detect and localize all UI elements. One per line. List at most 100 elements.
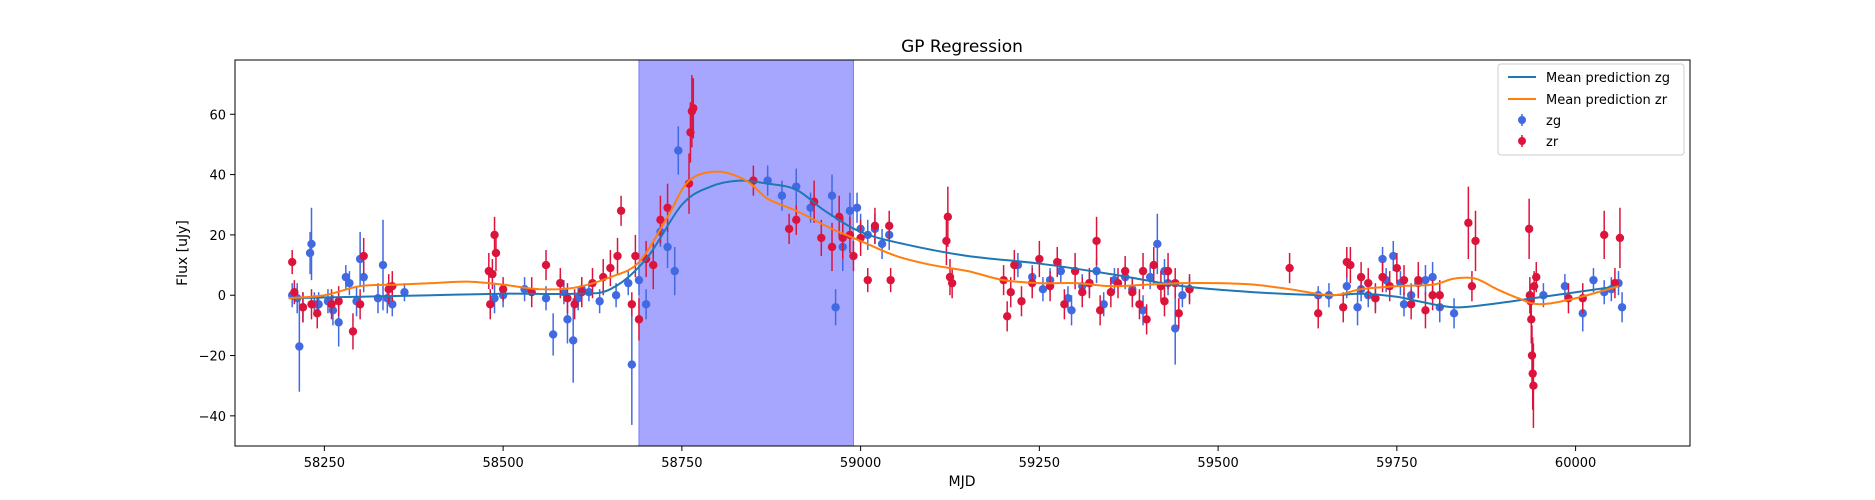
data-point	[563, 294, 572, 303]
legend-label-zr: zr	[1546, 135, 1559, 150]
data-point	[1600, 230, 1609, 240]
data-point	[1617, 303, 1627, 312]
data-point	[348, 327, 358, 336]
data-point	[1527, 315, 1536, 324]
data-point	[1178, 291, 1187, 300]
data-point	[498, 284, 508, 294]
data-point	[943, 212, 953, 222]
data-point	[1435, 291, 1444, 300]
data-point	[1060, 300, 1069, 309]
data-point	[1364, 278, 1373, 288]
data-point	[689, 104, 698, 113]
data-point	[1128, 288, 1137, 297]
legend-box	[1497, 63, 1685, 156]
data-point	[1615, 233, 1625, 243]
data-point	[490, 230, 499, 240]
legend-label-zr-line: Mean prediction zr	[1546, 93, 1668, 108]
y-tick-label: 60	[209, 108, 226, 123]
data-point	[886, 275, 895, 285]
data-point	[486, 300, 495, 309]
data-point	[663, 242, 672, 252]
legend: Mean prediction zg Mean prediction zr zg…	[1497, 63, 1685, 156]
data-point	[355, 300, 365, 309]
data-point	[295, 342, 304, 351]
data-point	[1467, 281, 1477, 291]
x-tick-label: 59750	[1376, 456, 1417, 471]
data-point	[634, 315, 644, 324]
data-point	[490, 294, 499, 303]
data-point	[611, 291, 621, 300]
data-point	[568, 336, 578, 345]
y-axis-title: Flux [uJy]	[175, 220, 191, 286]
data-point	[334, 297, 343, 306]
data-point	[488, 269, 497, 279]
x-tick-label: 59000	[840, 456, 881, 471]
data-point	[400, 288, 409, 297]
data-point	[827, 191, 837, 200]
data-point	[1285, 263, 1294, 273]
data-point	[624, 278, 633, 288]
data-point	[1138, 266, 1148, 276]
data-point	[1378, 272, 1387, 282]
data-point	[334, 318, 343, 327]
y-tick-label: 40	[209, 169, 226, 184]
data-point	[627, 360, 637, 369]
data-point	[649, 260, 658, 270]
data-point	[1428, 291, 1437, 300]
data-point	[1174, 309, 1183, 318]
data-point	[307, 239, 316, 249]
data-point	[1406, 300, 1416, 309]
data-point	[1038, 284, 1048, 294]
data-point	[870, 221, 880, 231]
y-tick-label: 20	[209, 229, 226, 244]
data-point	[595, 297, 604, 306]
data-point	[1017, 297, 1026, 306]
mean-line-mean-prediction-zr	[288, 170, 1619, 306]
data-point	[491, 248, 501, 258]
axes: 58250 58500 58750 59000 59250 59500 59750 60000…	[199, 108, 1597, 471]
data-point	[359, 272, 368, 282]
data-point	[656, 215, 665, 225]
legend-swatch-zg-marker	[1518, 116, 1526, 124]
data-point	[1464, 218, 1473, 228]
data-point	[1524, 224, 1534, 234]
data-point	[606, 263, 615, 273]
data-point	[313, 309, 322, 318]
data-point	[1067, 306, 1076, 315]
data-point	[327, 300, 336, 309]
data-point	[792, 215, 801, 225]
data-point	[1378, 254, 1387, 264]
data-point	[613, 251, 622, 261]
data-point	[1529, 281, 1539, 291]
data-point	[1399, 300, 1409, 309]
x-tick-label: 58750	[661, 456, 702, 471]
x-axis-title: MJD	[949, 474, 976, 490]
data-point	[1421, 306, 1430, 315]
data-point	[541, 294, 551, 303]
data-point	[305, 248, 315, 258]
data-point	[942, 236, 951, 246]
data-point	[1353, 303, 1362, 312]
x-tick-label: 58500	[482, 456, 523, 471]
data-point	[1356, 272, 1366, 282]
data-point	[1145, 272, 1155, 282]
data-point	[947, 278, 957, 288]
legend-label-zg: zg	[1546, 114, 1561, 129]
data-point	[1532, 272, 1541, 282]
data-point	[1056, 266, 1066, 276]
data-point	[827, 242, 837, 252]
data-point	[838, 233, 847, 243]
data-point	[570, 300, 579, 309]
mean-line-mean-prediction-zg	[288, 179, 1619, 309]
data-point	[849, 251, 858, 261]
data-point	[784, 224, 794, 234]
data-point	[388, 300, 397, 309]
data-point	[556, 278, 565, 288]
data-point	[634, 275, 644, 285]
data-point	[1120, 266, 1130, 276]
data-point	[1449, 309, 1459, 318]
x-tick-label: 59250	[1019, 456, 1060, 471]
x-tick-label: 60000	[1555, 456, 1596, 471]
series-zr	[287, 75, 1625, 428]
data-point	[1095, 306, 1105, 315]
